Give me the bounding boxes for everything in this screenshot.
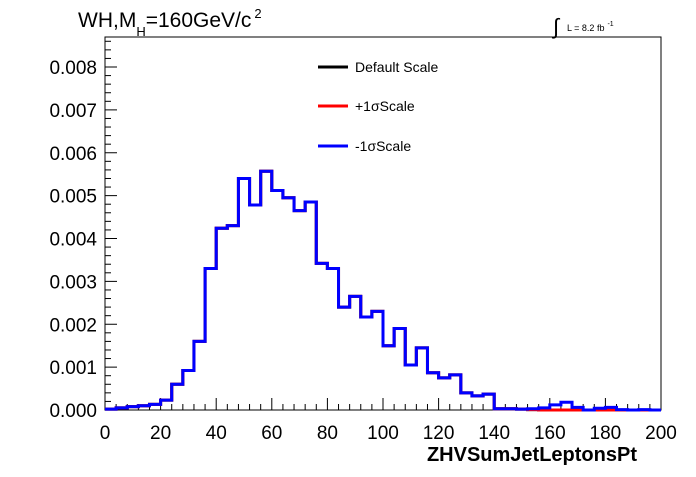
x-tick-label: 40 — [206, 423, 227, 444]
x-tick-label: 120 — [423, 423, 455, 444]
y-tick-label: 0.006 — [49, 144, 97, 165]
y-tick-label: 0.008 — [49, 58, 97, 79]
title-superscript: 2 — [254, 6, 261, 21]
luminosity-label: L = 8.2 fb -1 — [567, 21, 614, 33]
chart-title: WH,MH=160GeV/c 2 — [78, 6, 262, 39]
x-tick-label: 180 — [590, 423, 622, 444]
y-tick-label: 0.001 — [49, 358, 97, 379]
y-tick-label: 0.005 — [49, 187, 97, 208]
x-tick-label: 100 — [367, 423, 399, 444]
y-tick-label: 0.007 — [49, 101, 97, 122]
luminosity-exponent: -1 — [607, 21, 613, 28]
y-tick-label: 0.002 — [49, 315, 97, 336]
x-tick-label: 60 — [261, 423, 282, 444]
title-subscript-h: H — [136, 24, 145, 39]
y-tick-label: 0.000 — [49, 401, 97, 422]
x-tick-label: 200 — [645, 423, 677, 444]
x-tick-label: 20 — [150, 423, 171, 444]
x-axis: 0 20 40 60 80 100 120 140 160 180 200 — [100, 398, 677, 444]
x-axis-title: ZHVSumJetLeptonsPt — [427, 444, 637, 466]
x-tick-label: 140 — [478, 423, 510, 444]
legend: Default Scale +1σScale -1σScale — [318, 59, 438, 154]
legend-label-minus1sigma: -1σScale — [355, 138, 411, 154]
series-plus1sigma-scale — [105, 169, 661, 412]
x-tick-label: 0 — [100, 423, 111, 444]
series-default-scale — [105, 169, 661, 412]
title-equals: =160GeV/c — [146, 9, 252, 32]
series-minus1sigma-scale — [105, 169, 661, 412]
y-tick-label: 0.003 — [49, 272, 97, 293]
series-lines — [105, 169, 661, 412]
legend-label-default: Default Scale — [355, 59, 438, 75]
y-tick-label: 0.004 — [49, 230, 97, 251]
x-tick-label: 160 — [534, 423, 566, 444]
y-axis: 0.000 0.001 0.002 0.003 0.004 0.005 0.006 0.007… — [49, 40, 117, 422]
luminosity-text: L = 8.2 fb — [567, 23, 604, 33]
plot-frame — [104, 36, 662, 411]
title-wh: WH,M — [78, 9, 136, 32]
luminosity-integral-sign: ∫ — [551, 14, 561, 39]
legend-label-plus1sigma: +1σScale — [355, 98, 415, 114]
x-tick-label: 80 — [317, 423, 338, 444]
